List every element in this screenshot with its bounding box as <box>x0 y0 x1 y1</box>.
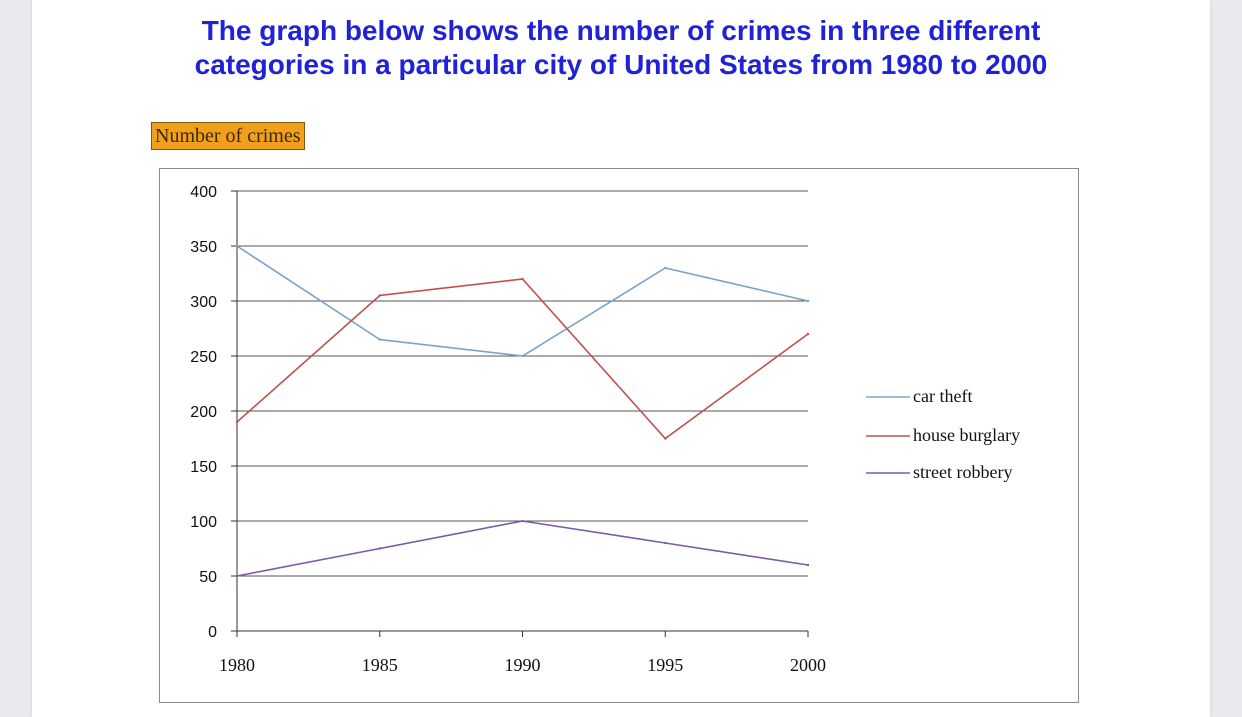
data-point <box>378 338 381 341</box>
series-line-street-robbery <box>236 520 809 577</box>
y-tick-label: 350 <box>190 239 217 256</box>
y-tick-label: 50 <box>199 569 217 586</box>
data-point <box>806 299 810 303</box>
x-tick-label: 1985 <box>362 655 398 675</box>
data-point <box>664 541 667 545</box>
data-point <box>378 294 381 297</box>
legend-entry: street robbery <box>913 462 1012 482</box>
data-point <box>806 332 810 336</box>
y-axis-label: Number of crimes <box>151 122 305 150</box>
x-tick-label: 1995 <box>647 655 683 675</box>
x-tick-label: 2000 <box>790 655 826 675</box>
data-point <box>664 266 667 270</box>
y-tick-label: 400 <box>190 184 217 201</box>
x-tick-label: 1990 <box>505 655 541 675</box>
y-tick-label: 300 <box>190 294 217 311</box>
legend-entry: car theft <box>913 386 972 406</box>
y-tick-label: 100 <box>190 514 217 531</box>
data-point <box>235 574 239 578</box>
y-tick-label: 0 <box>208 624 217 641</box>
data-point <box>235 244 239 248</box>
legend-entry: house burglary <box>913 425 1020 445</box>
x-tick-label: 1980 <box>219 655 255 675</box>
data-point <box>378 547 381 550</box>
y-tick-label: 150 <box>190 459 217 476</box>
data-point <box>664 437 667 440</box>
data-point <box>235 420 239 424</box>
chart-frame <box>159 168 1079 703</box>
heading-line-1: The graph below shows the number of crim… <box>201 15 1041 46</box>
chart-heading: The graph below shows the number of crim… <box>0 14 1242 82</box>
data-point <box>806 563 810 567</box>
y-tick-label: 250 <box>190 349 217 366</box>
y-tick-label: 200 <box>190 404 217 421</box>
data-point <box>521 277 524 281</box>
data-point <box>521 354 524 358</box>
data-point <box>521 519 524 523</box>
heading-line-2: categories in a particular city of Unite… <box>194 49 1048 80</box>
